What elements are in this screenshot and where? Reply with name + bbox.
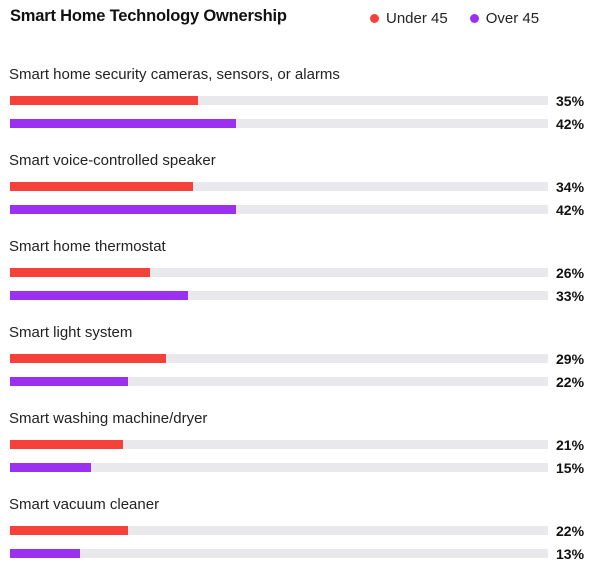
category-label: Smart washing machine/dryer	[9, 410, 208, 427]
bar-track	[10, 119, 548, 128]
data-label-under-45: 26%	[556, 265, 585, 281]
category-group: Smart voice-controlled speaker 34% 42%	[0, 152, 612, 232]
category-group: Smart home thermostat 26% 33%	[0, 238, 612, 318]
bar-track	[10, 526, 548, 535]
data-label-over-45: 13%	[556, 546, 585, 562]
bar-under-45	[10, 354, 167, 363]
data-label-over-45: 22%	[556, 374, 585, 390]
category-label: Smart vacuum cleaner	[9, 496, 160, 513]
category-label: Smart light system	[9, 324, 133, 341]
bar-over-45	[10, 377, 129, 386]
legend-label-under-45: Under 45	[386, 10, 448, 27]
data-label-under-45: 35%	[556, 93, 585, 109]
bar-track	[10, 463, 548, 472]
bar-track	[10, 291, 548, 300]
bar-under-45	[10, 440, 123, 449]
category-label: Smart home thermostat	[9, 238, 166, 255]
category-group: Smart washing machine/dryer 21% 15%	[0, 410, 612, 490]
bar-under-45	[10, 182, 193, 191]
legend-item-under-45: Under 45	[370, 10, 448, 27]
bar-over-45	[10, 463, 91, 472]
bar-track	[10, 182, 548, 191]
data-label-under-45: 21%	[556, 437, 585, 453]
category-group: Smart vacuum cleaner 22% 13%	[0, 496, 612, 576]
data-label-over-45: 33%	[556, 288, 585, 304]
bar-track	[10, 96, 548, 105]
legend-swatch-over-45	[469, 14, 479, 23]
legend: Under 45 Over 45	[370, 10, 539, 27]
category-group: Smart home security cameras, sensors, or…	[0, 66, 612, 146]
bar-track	[10, 549, 548, 558]
bar-track	[10, 268, 548, 277]
bar-track	[10, 354, 548, 363]
legend-swatch-under-45	[370, 14, 379, 23]
category-label: Smart voice-controlled speaker	[9, 152, 216, 169]
category-label: Smart home security cameras, sensors, or…	[9, 66, 340, 83]
category-group: Smart light system 29% 22%	[0, 324, 612, 404]
bar-over-45	[10, 291, 188, 300]
legend-label-over-45: Over 45	[485, 10, 540, 27]
data-label-over-45: 42%	[556, 202, 585, 218]
bar-under-45	[10, 526, 129, 535]
bar-over-45	[10, 549, 80, 558]
legend-item-over-45: Over 45	[469, 10, 540, 27]
bar-track	[10, 377, 548, 386]
bar-track	[10, 205, 548, 214]
data-label-under-45: 29%	[556, 351, 585, 367]
bar-over-45	[10, 205, 236, 214]
bar-under-45	[10, 268, 150, 277]
bar-over-45	[10, 119, 236, 128]
data-label-over-45: 42%	[556, 116, 585, 132]
data-label-under-45: 34%	[556, 179, 585, 195]
bar-under-45	[10, 96, 199, 105]
data-label-under-45: 22%	[556, 523, 585, 539]
bar-track	[10, 440, 548, 449]
data-label-over-45: 15%	[556, 460, 585, 476]
chart-title: Smart Home Technology Ownership	[10, 7, 287, 25]
